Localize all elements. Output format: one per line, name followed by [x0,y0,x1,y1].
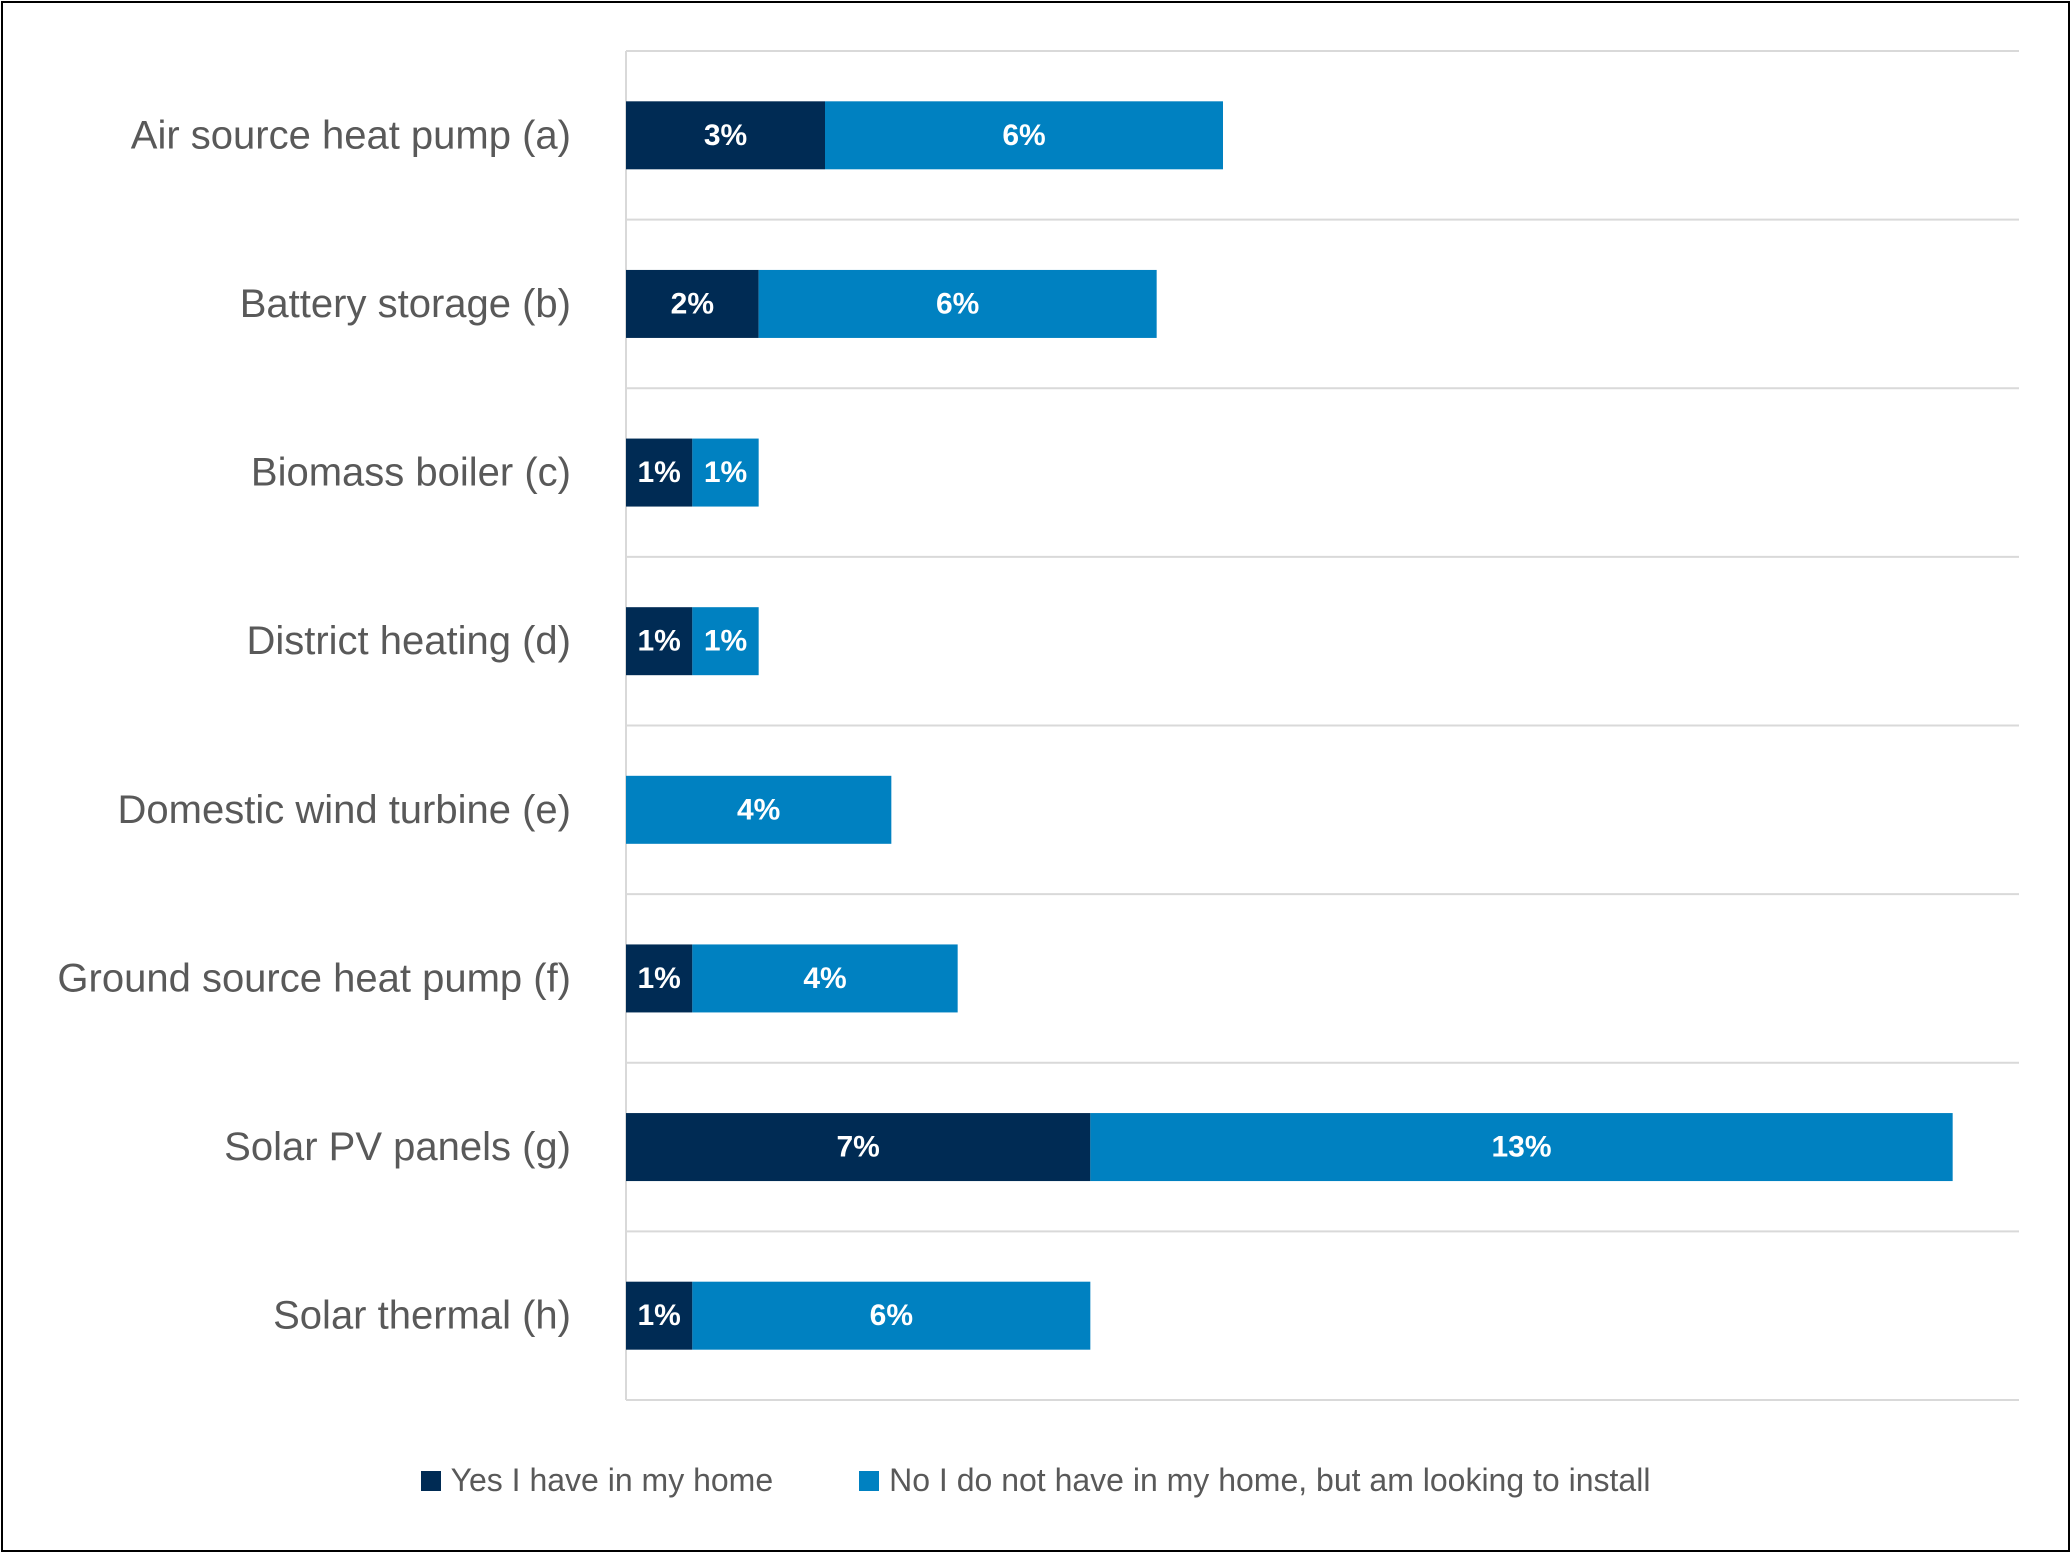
data-label: 1% [637,625,680,658]
legend-swatch-yes [420,1470,441,1491]
bar-segment [825,101,1223,170]
category-label: Solar PV panels (g) [224,1125,571,1169]
data-label: 13% [1491,1131,1551,1164]
legend: Yes I have in my home No I do not have i… [0,1462,2071,1499]
data-label: 1% [637,1299,680,1332]
bar-segment [626,775,892,844]
data-label: 1% [637,456,680,489]
data-label: 2% [671,287,714,320]
data-label: 4% [803,962,846,995]
data-label: 1% [704,625,747,658]
legend-label-looking: No I do not have in my home, but am look… [889,1462,1651,1498]
bar-segment [626,1281,693,1350]
data-label: 3% [704,119,747,152]
category-label: Battery storage (b) [240,282,571,326]
legend-item-looking: No I do not have in my home, but am look… [859,1462,1650,1499]
bar-segment [626,607,693,676]
legend-item-yes: Yes I have in my home [420,1462,774,1499]
category-label: Biomass boiler (c) [251,451,571,495]
legend-swatch-looking [859,1470,880,1491]
bar-segment [626,1113,1091,1182]
data-label: 6% [936,287,979,320]
data-label: 4% [737,793,780,826]
bar-segment [626,269,759,338]
bar-segment [692,438,759,507]
category-label: District heating (d) [246,619,571,663]
bar-segment [1090,1113,1953,1182]
bar-segment [692,944,958,1013]
bar-segment [626,101,825,170]
category-label: Air source heat pump (a) [131,113,571,157]
bar-segment [626,438,693,507]
legend-label-yes: Yes I have in my home [450,1462,774,1498]
data-label: 6% [1002,119,1045,152]
bar-segment [626,944,693,1013]
category-label: Domestic wind turbine (e) [118,788,572,832]
bar-segment [692,607,759,676]
category-label: Ground source heat pump (f) [57,956,571,1000]
category-label: Solar thermal (h) [273,1294,571,1338]
data-label: 1% [704,456,747,489]
bar-segment [758,269,1157,338]
data-label: 7% [836,1131,879,1164]
data-label: 1% [637,962,680,995]
bar-segment [692,1281,1091,1350]
data-label: 6% [870,1299,913,1332]
